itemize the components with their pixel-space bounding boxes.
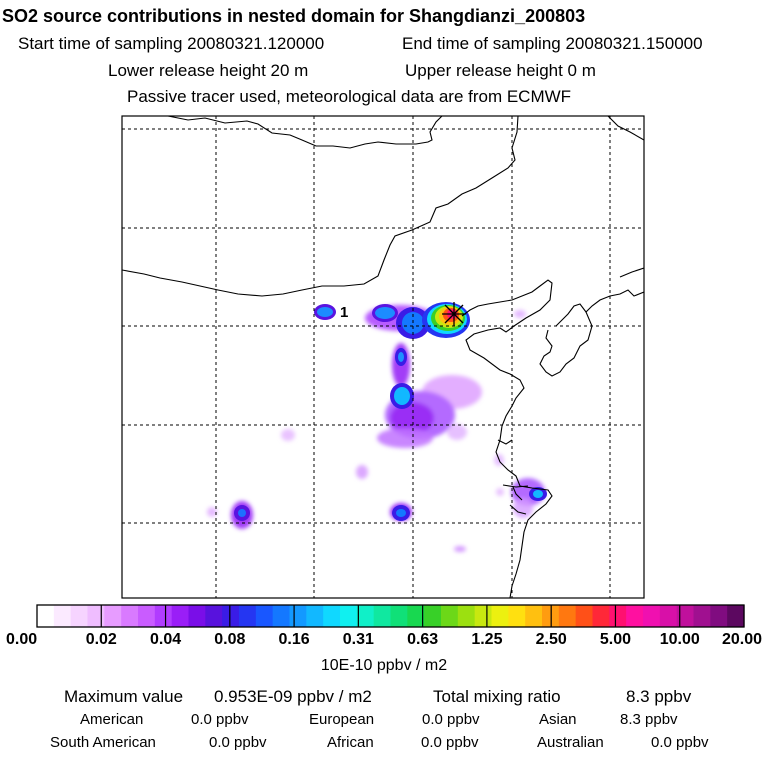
region-name: African <box>327 734 374 751</box>
colorbar-tick-label: 0.00 <box>6 631 37 648</box>
plume-speck-6 <box>207 507 217 517</box>
map-marker-label: 1 <box>340 304 348 321</box>
colorbar-cell <box>138 605 156 627</box>
colorbar-tick-label: 10.00 <box>660 631 700 648</box>
colorbar-tick-label: 0.08 <box>214 631 245 648</box>
region-value: 0.0 ppbv <box>422 711 480 728</box>
plume-lower <box>377 428 433 448</box>
colorbar-cell <box>239 605 257 627</box>
plume-speck-1 <box>281 429 295 441</box>
start-time-label: Start time of sampling 20080321.120000 <box>18 34 325 53</box>
map-frame <box>121 115 645 599</box>
end-time-label: End time of sampling 20080321.150000 <box>402 34 703 53</box>
colorbar-cell <box>356 605 375 627</box>
colorbar-tick-label: 0.31 <box>343 631 374 648</box>
colorbar-cells <box>37 605 745 627</box>
receptor-star-icon <box>442 302 466 326</box>
upper-release-label: Upper release height 0 m <box>405 61 596 80</box>
colorbar-tick-label: 1.25 <box>471 631 502 648</box>
region-name: Asian <box>539 711 577 728</box>
coastlines <box>122 116 644 598</box>
colorbar-cell <box>457 605 476 627</box>
colorbar-cell <box>643 605 661 627</box>
colorbar-cell <box>154 605 173 627</box>
colorbar-cell <box>491 605 509 627</box>
colorbar-cell <box>407 605 425 627</box>
colorbar-cell <box>340 605 358 627</box>
plume-speck-2 <box>356 465 368 479</box>
colorbar-cell <box>676 605 695 627</box>
plume-southeast-tail <box>513 498 533 518</box>
colorbar-cell <box>659 605 678 627</box>
colorbar-cell <box>626 605 644 627</box>
plume-speck-7 <box>454 546 466 552</box>
region-value: 8.3 ppbv <box>620 711 678 728</box>
region-name: South American <box>50 734 156 751</box>
plume-speck-8 <box>496 488 504 496</box>
colorbar-cell <box>693 605 711 627</box>
colorbar-ticks: 0.00 0.02 0.04 0.08 0.16 0.31 0.63 1.25 2.50 5.00… <box>6 605 762 648</box>
colorbar-cell <box>558 605 577 627</box>
colorbar-cell <box>188 605 206 627</box>
colorbar-cell <box>727 605 745 627</box>
total-mixing-value: 8.3 ppbv <box>626 687 692 706</box>
region-name: Australian <box>537 734 604 751</box>
colorbar-cell <box>525 605 543 627</box>
plume-speck-5 <box>514 310 526 318</box>
region-value: 0.0 ppbv <box>191 711 249 728</box>
colorbar-cell <box>53 605 72 627</box>
region-name: American <box>80 711 144 728</box>
colorbar-cell <box>222 605 240 627</box>
colorbar-cell <box>121 605 139 627</box>
colorbar-unit-label: 10E-10 ppbv / m2 <box>321 657 447 674</box>
colorbar-frame <box>36 604 745 628</box>
colorbar-cell <box>171 605 190 627</box>
plume-speck-3 <box>447 424 467 440</box>
colorbar-cell <box>255 605 274 627</box>
colorbar-cell <box>390 605 408 627</box>
colorbar-cell <box>306 605 324 627</box>
colorbar-cell <box>104 605 122 627</box>
colorbar-cell <box>87 605 105 627</box>
colorbar-cell <box>508 605 526 627</box>
colorbar-cell <box>323 605 341 627</box>
plume-core <box>390 402 434 434</box>
colorbar-cell <box>609 605 627 627</box>
map-grid <box>122 116 644 598</box>
colorbar-tick-label: 2.50 <box>536 631 567 648</box>
chart-title: SO2 source contributions in nested domai… <box>2 6 586 26</box>
colorbar-cell <box>205 605 223 627</box>
region-value: 0.0 ppbv <box>651 734 709 751</box>
max-value-label: Maximum value <box>64 687 184 706</box>
colorbar-cell <box>289 605 307 627</box>
colorbar-cell <box>710 605 728 627</box>
colorbar-cell <box>272 605 291 627</box>
colorbar-cell <box>575 605 594 627</box>
tracer-label: Passive tracer used, meteorological data… <box>127 87 572 106</box>
lower-release-label: Lower release height 20 m <box>108 61 309 80</box>
colorbar-tick-label: 0.04 <box>150 631 181 648</box>
colorbar-cell <box>474 605 493 627</box>
region-value: 0.0 ppbv <box>209 734 267 751</box>
colorbar-cell <box>441 605 459 627</box>
colorbar-cell <box>592 605 610 627</box>
max-value: 0.953E-09 ppbv / m2 <box>214 687 372 706</box>
region-value: 0.0 ppbv <box>421 734 479 751</box>
total-mixing-label: Total mixing ratio <box>433 687 561 706</box>
region-name: European <box>309 711 375 728</box>
colorbar-cell <box>70 605 89 627</box>
colorbar-tick-label: 0.63 <box>407 631 438 648</box>
colorbar-cell <box>37 605 55 627</box>
colorbar-cell <box>424 605 442 627</box>
colorbar-tick-label: 20.00 <box>722 631 762 648</box>
colorbar-tick-label: 0.02 <box>86 631 117 648</box>
colorbar-tick-label: 0.16 <box>279 631 310 648</box>
colorbar-cell <box>373 605 392 627</box>
colorbar-tick-label: 5.00 <box>600 631 631 648</box>
